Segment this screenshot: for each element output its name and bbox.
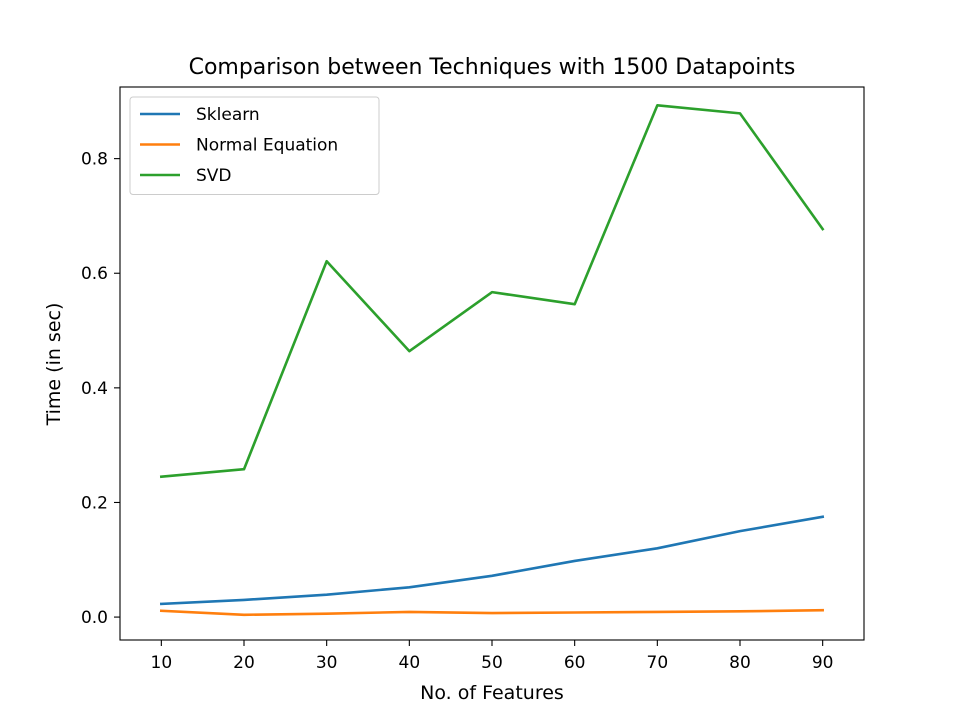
y-tick-label: 0.8 [81,150,108,170]
y-tick-label: 0.4 [81,379,108,399]
y-axis-label: Time (in sec) [43,303,65,427]
x-tick-label: 40 [399,653,421,673]
legend-box [129,96,380,195]
y-tick-label: 0.2 [81,493,108,513]
plot-area: 10 20 30 40 50 60 70 80 90 0.0 0.2 0.4 0.6 0.8 [81,86,865,673]
x-tick-label: 50 [481,653,503,673]
x-tick-label: 30 [316,653,338,673]
legend-label: Sklearn [196,105,260,125]
x-axis-label: No. of Features [420,682,564,704]
x-tick-label: 90 [812,653,834,673]
y-tick-label: 0.6 [81,264,108,284]
legend: Sklearn Normal Equation SVD [129,96,380,195]
x-tick-label: 60 [564,653,586,673]
legend-label: Normal Equation [196,136,338,156]
x-tick-label: 10 [151,653,173,673]
x-tick-label: 80 [729,653,751,673]
x-tick-label: 70 [647,653,669,673]
y-tick-label: 0.0 [81,608,108,628]
chart-title: Comparison between Techniques with 1500 … [189,55,796,80]
x-tick-label: 20 [233,653,255,673]
legend-label: SVD [196,166,232,186]
